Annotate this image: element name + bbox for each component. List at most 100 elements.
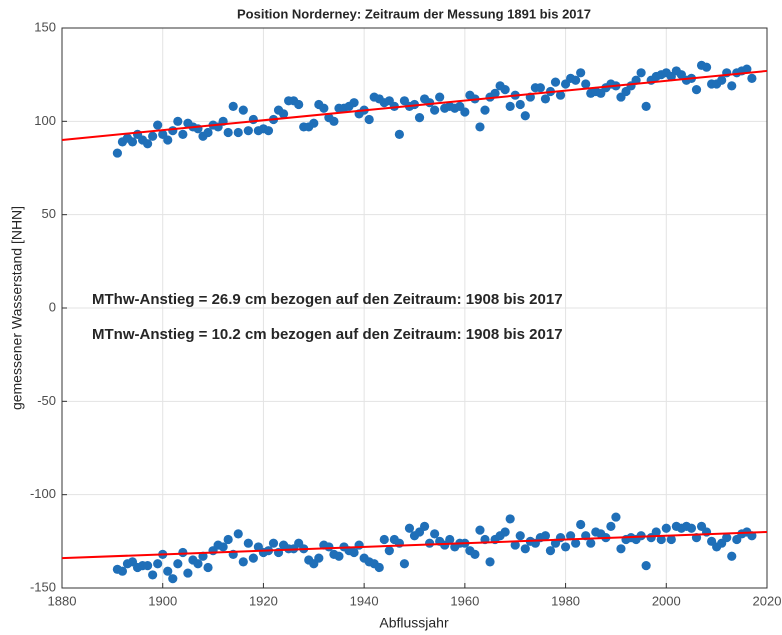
data-point <box>500 527 510 537</box>
data-point <box>233 529 243 539</box>
data-point <box>500 85 510 95</box>
data-point <box>545 546 556 556</box>
data-point <box>163 135 173 145</box>
data-point <box>576 68 586 78</box>
trend-line <box>61 531 768 560</box>
data-point <box>163 566 173 576</box>
x-tick-label: 1960 <box>450 593 479 608</box>
x-axis-label: Abflussjahr <box>379 615 449 631</box>
data-point <box>143 139 153 149</box>
data-point <box>203 127 213 138</box>
data-point <box>374 562 384 573</box>
data-point <box>510 540 520 550</box>
data-point <box>636 68 646 78</box>
data-point <box>354 540 364 550</box>
y-tick-label: 0 <box>49 299 56 314</box>
annotation: MTnw-Anstieg = 10.2 cm bezogen auf den Z… <box>92 326 563 343</box>
data-point <box>722 533 732 543</box>
data-point <box>223 127 233 138</box>
data-point <box>581 79 591 89</box>
data-point <box>641 561 651 571</box>
data-point <box>717 75 727 85</box>
annotation: MThw-Anstieg = 26.9 cm bezogen auf den Z… <box>92 291 563 308</box>
data-point <box>394 129 404 139</box>
data-point <box>203 562 213 573</box>
data-point <box>143 561 153 571</box>
data-point <box>641 101 651 111</box>
data-point <box>445 534 455 545</box>
data-point <box>168 126 178 136</box>
data-point <box>379 534 389 545</box>
data-point <box>329 116 339 126</box>
data-point <box>686 523 697 533</box>
data-point <box>334 551 344 561</box>
data-point <box>419 521 430 532</box>
data-point <box>399 559 410 569</box>
data-point <box>414 113 425 123</box>
x-tick-label: 1920 <box>249 593 278 608</box>
axes-box <box>61 27 768 589</box>
data-point <box>127 137 138 147</box>
data-point <box>183 568 193 578</box>
data-point <box>389 101 399 111</box>
data-point <box>153 120 163 130</box>
data-point <box>314 553 324 563</box>
data-point <box>540 531 551 541</box>
data-point <box>586 538 596 548</box>
x-tick-label: 1880 <box>48 593 77 608</box>
data-point <box>349 98 359 108</box>
y-tick-label: -100 <box>30 486 56 501</box>
data-point <box>243 538 253 548</box>
data-point <box>178 129 188 139</box>
data-point <box>485 557 495 567</box>
data-point <box>520 111 530 121</box>
data-point <box>540 94 551 104</box>
data-point <box>153 559 163 569</box>
data-point <box>515 99 525 110</box>
data-point <box>319 103 329 113</box>
data-point <box>727 551 737 561</box>
data-point <box>238 105 248 115</box>
data-point <box>218 542 228 552</box>
data-point <box>117 566 128 576</box>
data-point <box>560 542 571 552</box>
data-point <box>691 85 702 95</box>
data-point <box>470 549 480 560</box>
chart-title: Position Norderney: Zeitraum der Messung… <box>237 6 591 21</box>
x-tick-label: 1900 <box>148 593 177 608</box>
data-point <box>430 529 440 539</box>
data-point <box>535 83 545 93</box>
data-point <box>555 90 566 100</box>
data-point <box>238 557 248 567</box>
data-point <box>480 105 490 115</box>
data-point <box>324 542 334 552</box>
y-tick-label: -150 <box>30 579 56 594</box>
x-tick-label: 1940 <box>350 593 379 608</box>
data-point <box>505 101 515 111</box>
data-point <box>701 62 712 72</box>
data-point <box>571 75 581 85</box>
data-point <box>430 105 440 115</box>
data-point <box>666 534 676 545</box>
data-point <box>460 107 470 117</box>
data-point <box>404 523 415 533</box>
data-point <box>475 122 485 132</box>
data-point <box>248 553 258 563</box>
data-point <box>611 512 621 522</box>
data-point <box>435 92 445 102</box>
y-tick-label: -50 <box>37 393 56 408</box>
data-point <box>168 574 178 584</box>
data-point <box>173 559 183 569</box>
data-point <box>576 519 586 530</box>
y-tick-label: 50 <box>42 206 56 221</box>
data-point <box>384 546 394 556</box>
data-point <box>520 544 530 554</box>
data-point <box>278 109 289 119</box>
data-point <box>349 547 359 558</box>
data-point <box>148 131 158 141</box>
data-point <box>268 538 279 548</box>
x-tick-label: 2000 <box>652 593 681 608</box>
data-point <box>148 570 158 580</box>
data-point <box>243 126 253 136</box>
y-axis-label: gemessener Wasserstand [NHN] <box>9 206 25 410</box>
